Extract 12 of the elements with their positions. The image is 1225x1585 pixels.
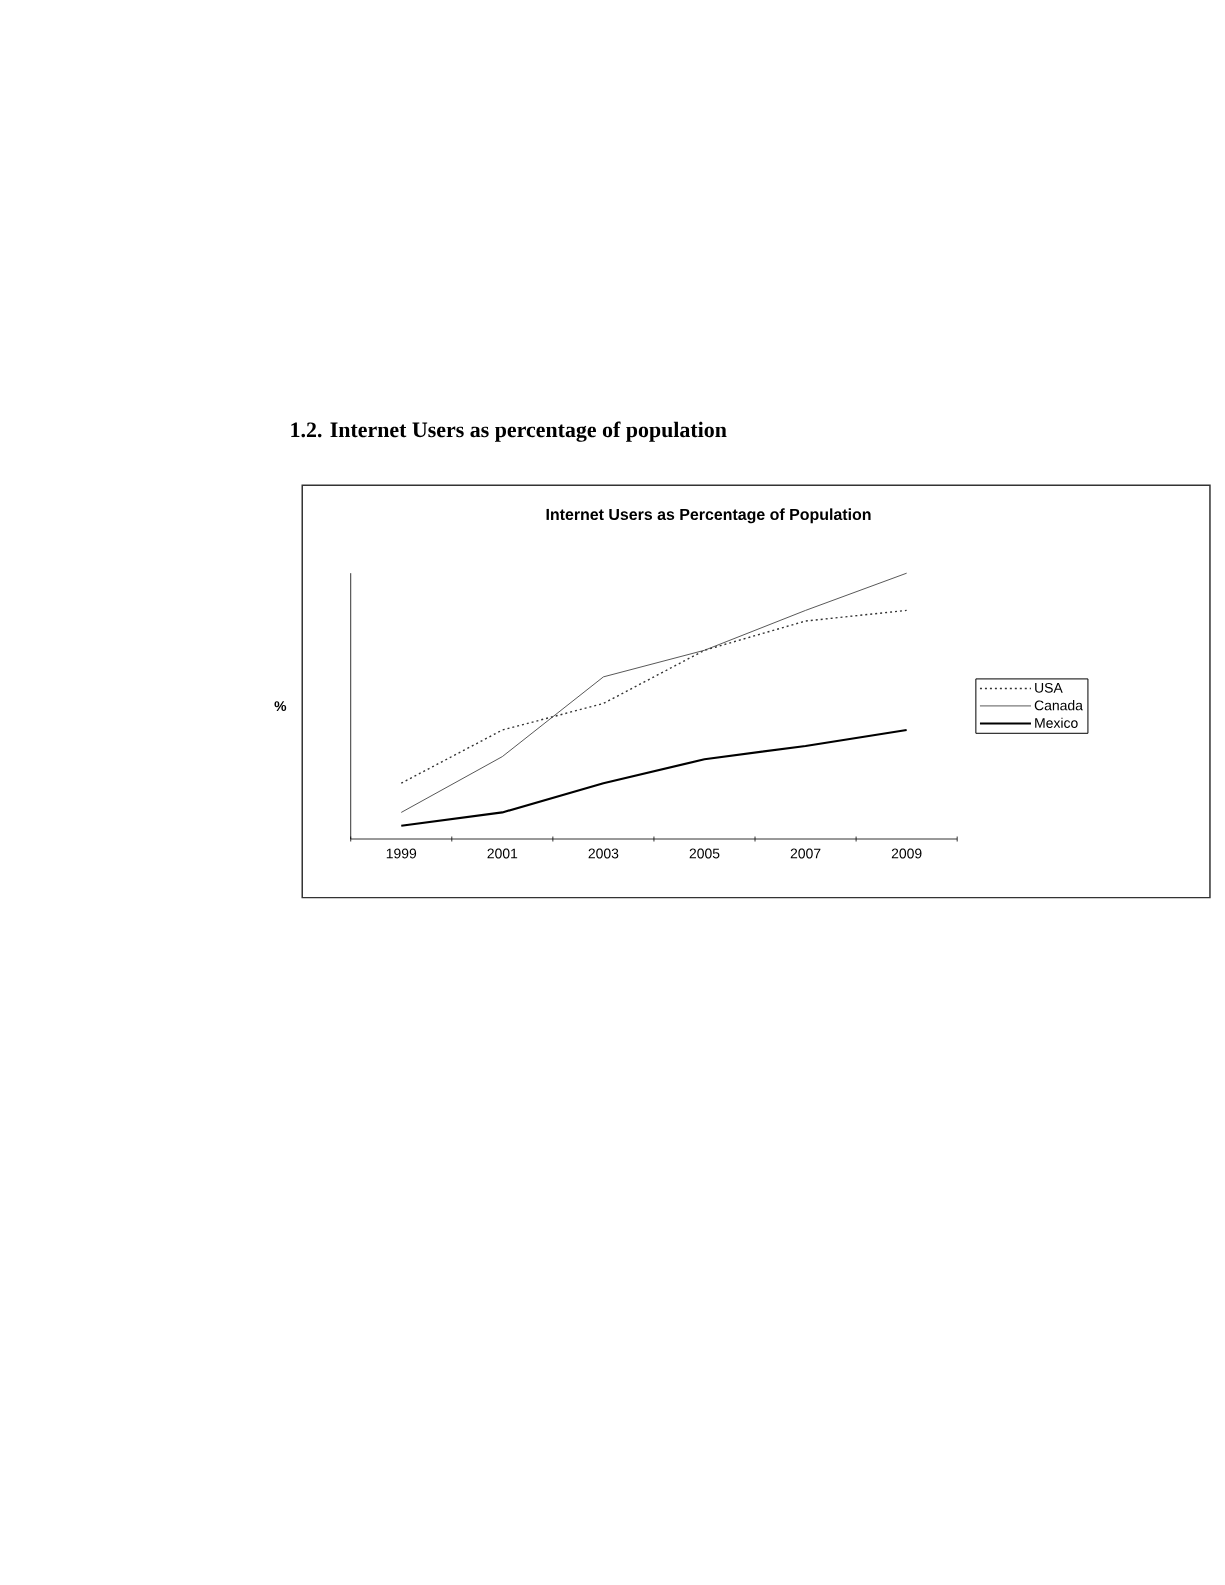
legend-label: Canada xyxy=(1034,700,1083,711)
x-tick-label: 2009 xyxy=(891,848,922,859)
x-tick-label: 1999 xyxy=(386,848,417,859)
text: 1.2. Internet Users as percentage of population xyxy=(291,421,727,442)
x-tick-label: 2003 xyxy=(588,848,619,859)
legend-label: USA xyxy=(1035,682,1063,693)
y-axis-title: % xyxy=(274,701,287,712)
x-tick-label: 2007 xyxy=(790,848,821,859)
x-tick-label: 2005 xyxy=(689,848,720,859)
x-tick-label: 2001 xyxy=(487,848,518,859)
legend-label: Mexico xyxy=(1035,717,1078,728)
chart-title: Internet Users as Percentage of Population xyxy=(546,508,871,524)
